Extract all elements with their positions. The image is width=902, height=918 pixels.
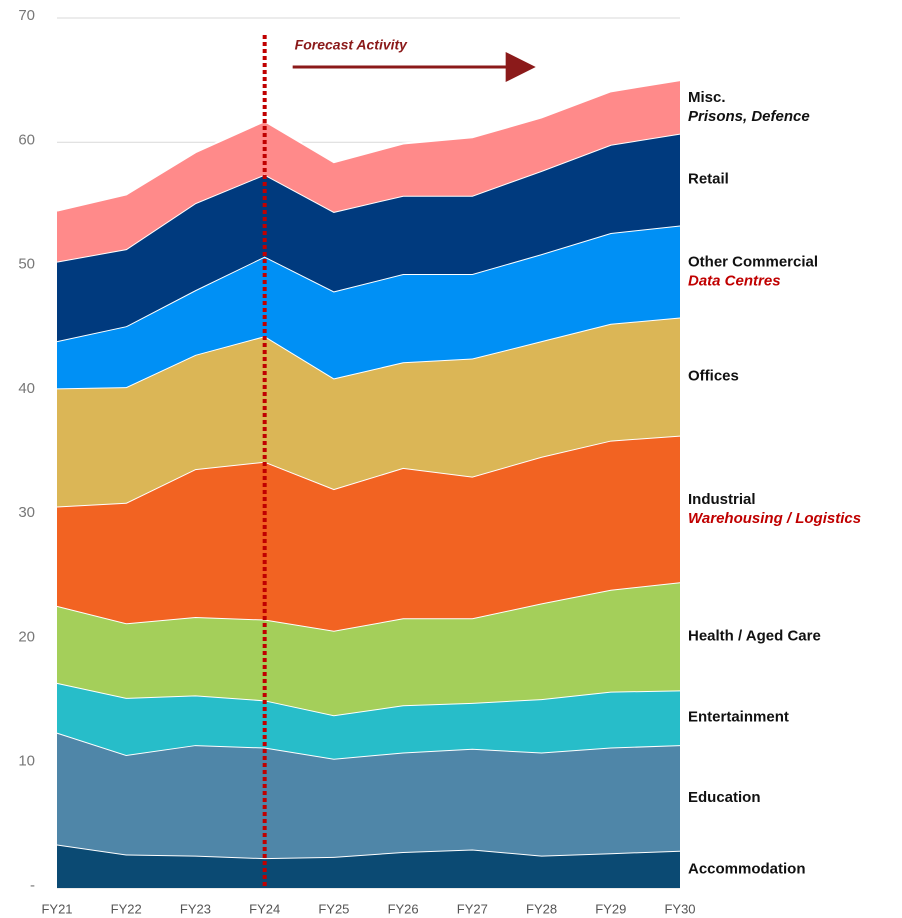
x-tick-label: FY26 [388, 901, 419, 916]
x-tick-label: FY21 [41, 901, 72, 916]
area-edge [56, 434, 681, 508]
area [57, 682, 680, 759]
area [57, 133, 680, 342]
area [57, 844, 680, 888]
x-tick-label: FY28 [526, 901, 557, 916]
legend-label: Accommodation [688, 860, 806, 877]
area-edge [56, 79, 681, 212]
annotation: Forecast Activity [295, 37, 409, 53]
legend-label: Misc. [688, 89, 726, 106]
x-tick-label: FY27 [457, 901, 488, 916]
y-tick-label: - [30, 877, 35, 894]
y-tick-label: 50 [18, 256, 35, 273]
x-tick-label: FY24 [249, 901, 280, 916]
y-tick-label: 30 [18, 504, 35, 521]
legend-label: Other Commercial [688, 254, 818, 271]
y-tick-label: 60 [18, 131, 35, 148]
legend-label: Education [688, 789, 761, 806]
x-tick-label: FY23 [180, 901, 211, 916]
area [57, 225, 680, 389]
legend-label: Retail [688, 171, 729, 188]
area [57, 80, 680, 262]
x-tick-label: FY22 [111, 901, 142, 916]
x-tick-label: FY30 [664, 901, 695, 916]
legend-label: Health / Aged Care [688, 627, 821, 644]
area [57, 732, 680, 859]
legend-label: Entertainment [688, 709, 789, 726]
x-tick-label: FY25 [318, 901, 349, 916]
legend-label: Offices [688, 368, 739, 385]
legend-label: Industrial [688, 491, 756, 508]
y-tick-label: 20 [18, 628, 35, 645]
legend-sublabel: Prisons, Defence [688, 108, 810, 125]
x-tick-label: FY29 [595, 901, 626, 916]
legend-sublabel: Warehousing / Logistics [688, 510, 861, 527]
y-tick-label: 40 [18, 380, 35, 397]
y-tick-label: 10 [18, 753, 35, 770]
area [57, 582, 680, 716]
y-tick-label: 70 [18, 7, 35, 24]
legend-sublabel: Data Centres [688, 273, 781, 290]
area [57, 317, 680, 507]
area [57, 435, 680, 631]
